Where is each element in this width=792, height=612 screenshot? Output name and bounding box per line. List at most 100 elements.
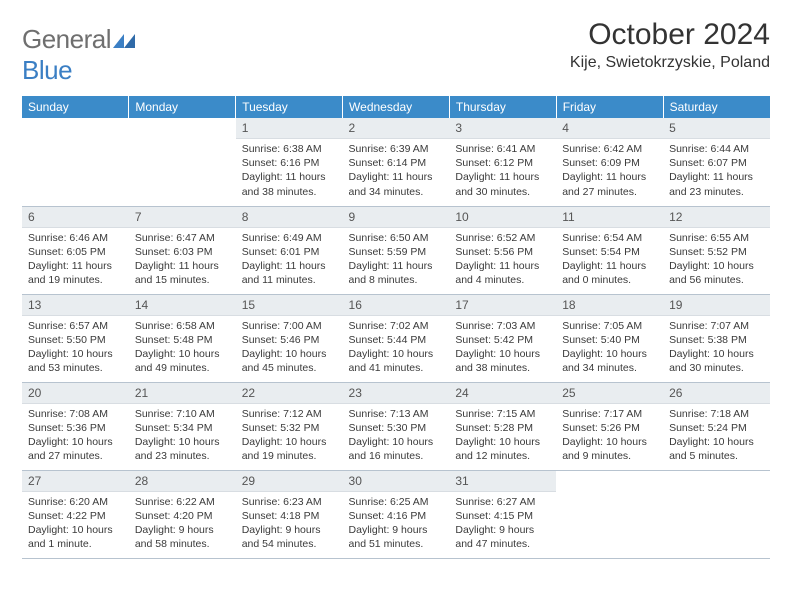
- calendar-week-row: ....1Sunrise: 6:38 AMSunset: 6:16 PMDayl…: [22, 118, 770, 206]
- calendar-day-cell: 6Sunrise: 6:46 AMSunset: 6:05 PMDaylight…: [22, 206, 129, 294]
- calendar-day-cell: 21Sunrise: 7:10 AMSunset: 5:34 PMDayligh…: [129, 382, 236, 470]
- day-number: 5: [663, 118, 770, 139]
- day-details: Sunrise: 7:13 AMSunset: 5:30 PMDaylight:…: [343, 404, 450, 467]
- day-number: 18: [556, 295, 663, 316]
- day-details: Sunrise: 6:57 AMSunset: 5:50 PMDaylight:…: [22, 316, 129, 379]
- day-number: 28: [129, 471, 236, 492]
- day-details: Sunrise: 7:03 AMSunset: 5:42 PMDaylight:…: [449, 316, 556, 379]
- day-number: 15: [236, 295, 343, 316]
- day-number: 8: [236, 207, 343, 228]
- calendar-day-cell: 14Sunrise: 6:58 AMSunset: 5:48 PMDayligh…: [129, 294, 236, 382]
- calendar-day-cell: 12Sunrise: 6:55 AMSunset: 5:52 PMDayligh…: [663, 206, 770, 294]
- calendar-day-cell: 1Sunrise: 6:38 AMSunset: 6:16 PMDaylight…: [236, 118, 343, 206]
- day-details: Sunrise: 7:15 AMSunset: 5:28 PMDaylight:…: [449, 404, 556, 467]
- day-number: 2: [343, 118, 450, 139]
- calendar-day-cell: 4Sunrise: 6:42 AMSunset: 6:09 PMDaylight…: [556, 118, 663, 206]
- calendar-day-cell: 8Sunrise: 6:49 AMSunset: 6:01 PMDaylight…: [236, 206, 343, 294]
- calendar-body: .... 1Sunrise: 6:38 AMSunset: 6:16 PMDayl…: [22, 118, 770, 558]
- logo-word-blue: Blue: [22, 55, 72, 85]
- dow-header: Saturday: [663, 96, 770, 118]
- day-details: Sunrise: 6:25 AMSunset: 4:16 PMDaylight:…: [343, 492, 450, 555]
- calendar-day-cell: ..: [556, 470, 663, 558]
- dow-header: Monday: [129, 96, 236, 118]
- calendar-day-cell: 19Sunrise: 7:07 AMSunset: 5:38 PMDayligh…: [663, 294, 770, 382]
- dow-header: Sunday: [22, 96, 129, 118]
- calendar-day-cell: 17Sunrise: 7:03 AMSunset: 5:42 PMDayligh…: [449, 294, 556, 382]
- day-details: Sunrise: 6:41 AMSunset: 6:12 PMDaylight:…: [449, 139, 556, 202]
- calendar-table: SundayMondayTuesdayWednesdayThursdayFrid…: [22, 96, 770, 559]
- day-number: 19: [663, 295, 770, 316]
- day-details: Sunrise: 6:58 AMSunset: 5:48 PMDaylight:…: [129, 316, 236, 379]
- calendar-day-cell: 22Sunrise: 7:12 AMSunset: 5:32 PMDayligh…: [236, 382, 343, 470]
- day-number: 23: [343, 383, 450, 404]
- calendar-day-cell: ..: [663, 470, 770, 558]
- day-number: 3: [449, 118, 556, 139]
- calendar-day-cell: 20Sunrise: 7:08 AMSunset: 5:36 PMDayligh…: [22, 382, 129, 470]
- calendar-week-row: 13Sunrise: 6:57 AMSunset: 5:50 PMDayligh…: [22, 294, 770, 382]
- day-details: Sunrise: 6:23 AMSunset: 4:18 PMDaylight:…: [236, 492, 343, 555]
- day-number: 17: [449, 295, 556, 316]
- calendar-day-cell: 25Sunrise: 7:17 AMSunset: 5:26 PMDayligh…: [556, 382, 663, 470]
- dow-header: Thursday: [449, 96, 556, 118]
- day-number: 11: [556, 207, 663, 228]
- day-number: 25: [556, 383, 663, 404]
- location-text: Kije, Swietokrzyskie, Poland: [570, 54, 770, 72]
- day-details: Sunrise: 6:52 AMSunset: 5:56 PMDaylight:…: [449, 228, 556, 291]
- day-details: Sunrise: 7:10 AMSunset: 5:34 PMDaylight:…: [129, 404, 236, 467]
- calendar-header-row: SundayMondayTuesdayWednesdayThursdayFrid…: [22, 96, 770, 118]
- calendar-day-cell: 15Sunrise: 7:00 AMSunset: 5:46 PMDayligh…: [236, 294, 343, 382]
- logo-word-general: General: [22, 24, 111, 54]
- calendar-week-row: 20Sunrise: 7:08 AMSunset: 5:36 PMDayligh…: [22, 382, 770, 470]
- calendar-day-cell: 5Sunrise: 6:44 AMSunset: 6:07 PMDaylight…: [663, 118, 770, 206]
- day-details: Sunrise: 7:05 AMSunset: 5:40 PMDaylight:…: [556, 316, 663, 379]
- calendar-day-cell: 16Sunrise: 7:02 AMSunset: 5:44 PMDayligh…: [343, 294, 450, 382]
- day-number: 7: [129, 207, 236, 228]
- logo-mark-icon: [113, 34, 135, 48]
- day-number: 12: [663, 207, 770, 228]
- day-number: 29: [236, 471, 343, 492]
- day-details: Sunrise: 7:08 AMSunset: 5:36 PMDaylight:…: [22, 404, 129, 467]
- day-number: 9: [343, 207, 450, 228]
- day-details: Sunrise: 6:44 AMSunset: 6:07 PMDaylight:…: [663, 139, 770, 202]
- logo: General Blue: [22, 18, 135, 86]
- calendar-day-cell: 9Sunrise: 6:50 AMSunset: 5:59 PMDaylight…: [343, 206, 450, 294]
- day-details: Sunrise: 7:07 AMSunset: 5:38 PMDaylight:…: [663, 316, 770, 379]
- dow-header: Friday: [556, 96, 663, 118]
- day-number: 22: [236, 383, 343, 404]
- day-number: 26: [663, 383, 770, 404]
- day-details: Sunrise: 6:49 AMSunset: 6:01 PMDaylight:…: [236, 228, 343, 291]
- calendar-day-cell: 29Sunrise: 6:23 AMSunset: 4:18 PMDayligh…: [236, 470, 343, 558]
- page-title: October 2024: [570, 18, 770, 52]
- day-number: 31: [449, 471, 556, 492]
- day-details: Sunrise: 6:47 AMSunset: 6:03 PMDaylight:…: [129, 228, 236, 291]
- day-details: Sunrise: 6:55 AMSunset: 5:52 PMDaylight:…: [663, 228, 770, 291]
- day-details: Sunrise: 6:27 AMSunset: 4:15 PMDaylight:…: [449, 492, 556, 555]
- calendar-day-cell: 11Sunrise: 6:54 AMSunset: 5:54 PMDayligh…: [556, 206, 663, 294]
- day-number: 30: [343, 471, 450, 492]
- header: General Blue October 2024 Kije, Swietokr…: [22, 18, 770, 86]
- day-details: Sunrise: 6:38 AMSunset: 6:16 PMDaylight:…: [236, 139, 343, 202]
- day-details: Sunrise: 7:00 AMSunset: 5:46 PMDaylight:…: [236, 316, 343, 379]
- day-number: 10: [449, 207, 556, 228]
- calendar-day-cell: 24Sunrise: 7:15 AMSunset: 5:28 PMDayligh…: [449, 382, 556, 470]
- day-number: 4: [556, 118, 663, 139]
- day-number: 27: [22, 471, 129, 492]
- title-block: October 2024 Kije, Swietokrzyskie, Polan…: [570, 18, 770, 72]
- dow-header: Wednesday: [343, 96, 450, 118]
- day-details: Sunrise: 6:22 AMSunset: 4:20 PMDaylight:…: [129, 492, 236, 555]
- day-number: 14: [129, 295, 236, 316]
- calendar-day-cell: 30Sunrise: 6:25 AMSunset: 4:16 PMDayligh…: [343, 470, 450, 558]
- day-number: 16: [343, 295, 450, 316]
- calendar-day-cell: 27Sunrise: 6:20 AMSunset: 4:22 PMDayligh…: [22, 470, 129, 558]
- day-details: Sunrise: 7:12 AMSunset: 5:32 PMDaylight:…: [236, 404, 343, 467]
- day-details: Sunrise: 7:02 AMSunset: 5:44 PMDaylight:…: [343, 316, 450, 379]
- logo-text: General Blue: [22, 24, 135, 86]
- calendar-day-cell: 23Sunrise: 7:13 AMSunset: 5:30 PMDayligh…: [343, 382, 450, 470]
- calendar-week-row: 27Sunrise: 6:20 AMSunset: 4:22 PMDayligh…: [22, 470, 770, 558]
- day-number: 13: [22, 295, 129, 316]
- calendar-day-cell: 3Sunrise: 6:41 AMSunset: 6:12 PMDaylight…: [449, 118, 556, 206]
- day-details: Sunrise: 7:18 AMSunset: 5:24 PMDaylight:…: [663, 404, 770, 467]
- day-details: Sunrise: 6:50 AMSunset: 5:59 PMDaylight:…: [343, 228, 450, 291]
- day-number: 21: [129, 383, 236, 404]
- calendar-day-cell: 28Sunrise: 6:22 AMSunset: 4:20 PMDayligh…: [129, 470, 236, 558]
